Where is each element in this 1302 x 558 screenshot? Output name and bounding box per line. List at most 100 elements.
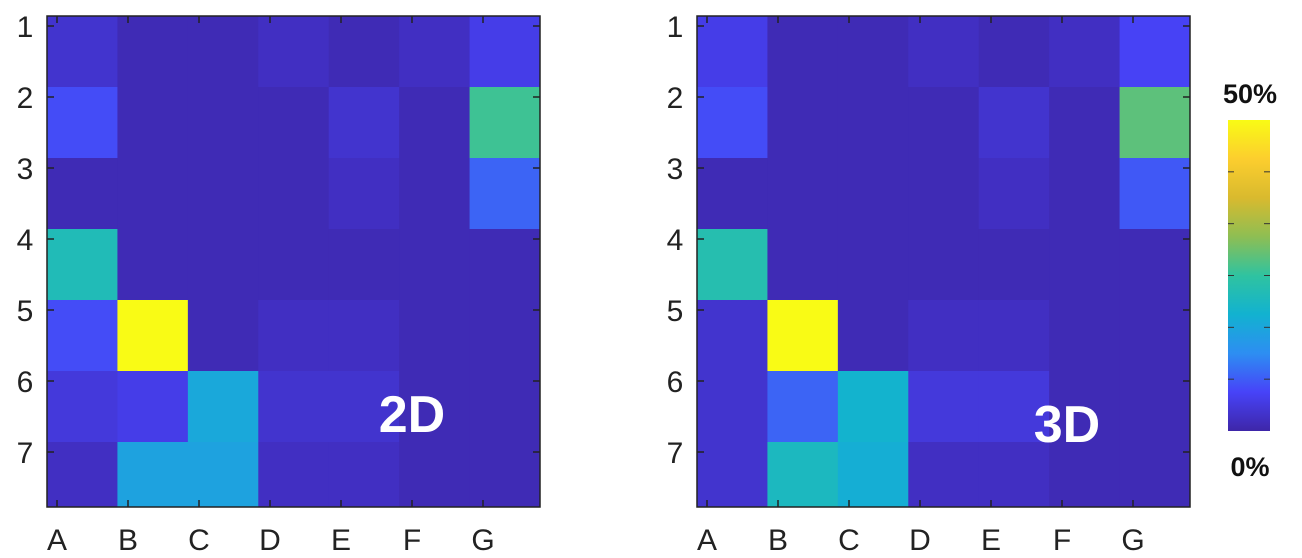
heatmap-panel-2D: 1 2 3 4 5 6 7 A B C D E F G 2D [17, 11, 541, 557]
y-tick-label: 7 [17, 437, 34, 470]
heatmap-cell [837, 87, 909, 159]
heatmap-cell [908, 158, 980, 230]
heatmap-cell [399, 16, 471, 88]
heatmap-cell [1049, 442, 1121, 508]
heatmap-cell [908, 87, 980, 159]
heatmap-cell [1049, 16, 1121, 88]
x-tick-label: B [768, 524, 788, 557]
heatmap-cell [767, 300, 839, 372]
heatmap-cell [469, 371, 541, 443]
y-tick-label: 5 [667, 295, 684, 328]
heatmap-cell [978, 371, 1050, 443]
heatmap-cell [978, 16, 1050, 88]
heatmap-cell [328, 371, 400, 443]
heatmap-cell [328, 229, 400, 301]
heatmap-cell [1049, 229, 1121, 301]
heatmap-cell [1049, 158, 1121, 230]
heatmap-cell [1049, 87, 1121, 159]
heatmap-cell [258, 158, 330, 230]
x-tick-label: F [1053, 524, 1071, 557]
y-tick-label: 3 [17, 153, 34, 186]
y-tick-label: 5 [17, 295, 34, 328]
heatmap-cell [837, 16, 909, 88]
heatmap-cell [47, 158, 118, 230]
heatmap-cell [1119, 229, 1191, 301]
x-tick-label: C [838, 524, 860, 557]
heatmap-cell [258, 442, 330, 508]
heatmap-cell [187, 229, 259, 301]
y-tick-label: 4 [17, 224, 34, 257]
heatmap-cell [469, 442, 541, 508]
heatmap-cell [1049, 371, 1121, 443]
heatmap-cell [328, 442, 400, 508]
heatmap-cell [469, 16, 541, 88]
heatmap-cell [908, 442, 980, 508]
heatmap-cell [1119, 442, 1191, 508]
heatmap-cell [767, 158, 839, 230]
x-tick-label: D [909, 524, 931, 557]
heatmap-cell [1049, 300, 1121, 372]
heatmap-cell [258, 16, 330, 88]
heatmap-cell [978, 442, 1050, 508]
x-tick-label: E [981, 524, 1001, 557]
heatmap-cell [469, 229, 541, 301]
heatmap-cell [767, 87, 839, 159]
heatmap-cell [978, 300, 1050, 372]
heatmap-cell [1119, 87, 1191, 159]
heatmap-cell [117, 229, 189, 301]
heatmap-cell [767, 16, 839, 88]
heatmap-cell [767, 229, 839, 301]
axes-frame [696, 15, 1191, 508]
y-tick-label: 1 [17, 11, 34, 44]
heatmap-cell [399, 300, 471, 372]
y-tick-label: 6 [667, 366, 684, 399]
x-tick-label: G [471, 524, 494, 557]
heatmap-cell [187, 158, 259, 230]
y-tick-label: 1 [667, 11, 684, 44]
y-tick-label: 6 [17, 366, 34, 399]
colorbar-gradient [1228, 120, 1270, 431]
x-tick-label: C [188, 524, 210, 557]
heatmap-cell [399, 158, 471, 230]
heatmap-cell [767, 371, 839, 443]
heatmap-cell [469, 87, 541, 159]
x-tick-label: F [403, 524, 421, 557]
heatmap-cell [978, 158, 1050, 230]
heatmap-cell [837, 371, 909, 443]
heatmap-cell [258, 300, 330, 372]
heatmap-cell [978, 229, 1050, 301]
heatmap-cell [399, 442, 471, 508]
heatmap-cell [837, 300, 909, 372]
heatmap-cell [697, 16, 768, 88]
x-tick-label: E [331, 524, 351, 557]
heatmap-cell [1119, 300, 1191, 372]
y-tick-label: 7 [667, 437, 684, 470]
heatmap-cell [117, 87, 189, 159]
y-tick-label: 2 [667, 82, 684, 115]
heatmap-cell [117, 300, 189, 372]
colorbar-min-label: 0% [1230, 452, 1269, 482]
heatmap-cell [469, 158, 541, 230]
heatmap-cell [1119, 158, 1191, 230]
heatmap-cell [47, 300, 118, 372]
heatmap-cell [258, 371, 330, 443]
heatmap-cell [328, 158, 400, 230]
heatmap-cell [697, 371, 768, 443]
heatmap-cell [117, 442, 189, 508]
heatmap-cell [767, 442, 839, 508]
y-tick-label: 4 [667, 224, 684, 257]
x-tick-label: B [118, 524, 138, 557]
heatmap-cell [837, 229, 909, 301]
x-tick-label: A [697, 524, 717, 557]
heatmap-cell [908, 229, 980, 301]
heatmap-cell [47, 371, 118, 443]
heatmap-cell [399, 371, 471, 443]
heatmap-cell [47, 442, 118, 508]
colorbar: 50% 0% [1223, 79, 1277, 482]
heatmap-panel-3D: 1 2 3 4 5 6 7 A B C D E F G 3D [667, 11, 1191, 557]
heatmap-cell [187, 87, 259, 159]
heatmap-cell [399, 229, 471, 301]
heatmap-cell [47, 87, 118, 159]
heatmap-cell [908, 16, 980, 88]
